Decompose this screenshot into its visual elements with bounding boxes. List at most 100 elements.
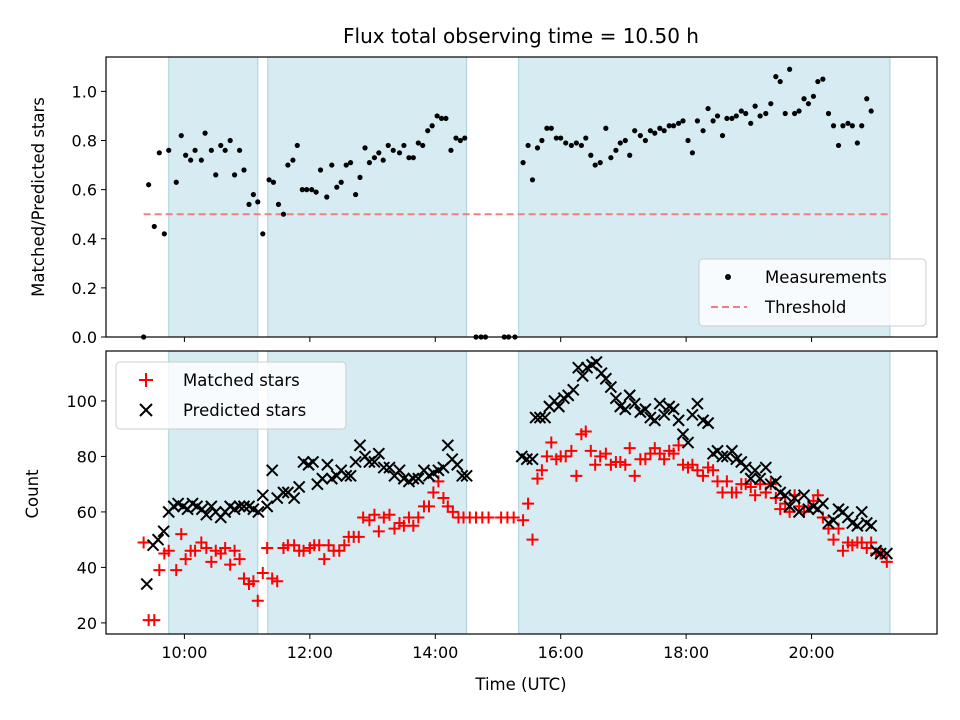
shaded-interval-3 — [518, 350, 891, 635]
predicted-star-point — [233, 500, 246, 513]
measurement-point — [415, 140, 421, 146]
matched-star-point — [228, 544, 241, 557]
matched-star-point — [162, 544, 175, 557]
matched-star-point — [658, 453, 671, 466]
measurement-point — [396, 150, 403, 156]
matched-star-point — [836, 544, 849, 557]
matched-star-point — [507, 511, 520, 524]
predicted-star-point — [639, 403, 652, 416]
matched-star-point — [179, 553, 192, 566]
legend-matched-marker — [139, 373, 153, 387]
predicted-star-point — [797, 489, 811, 502]
matched-star-point — [744, 480, 757, 493]
measurement-point — [347, 160, 354, 166]
matched-star-point — [522, 497, 535, 510]
measurement-point — [202, 130, 208, 136]
y-tick-label: 80 — [77, 447, 97, 466]
top-panel: 0.0 0.2 0.4 0.6 0.8 1.0 Matched/Predicted sta… — [29, 56, 938, 347]
measurement-point — [568, 142, 574, 149]
matched-star-point — [559, 450, 572, 463]
legend-threshold-label: Threshold — [764, 298, 846, 317]
matched-star-point — [535, 464, 548, 477]
matched-star-point — [407, 519, 420, 532]
measurement-point — [161, 231, 167, 237]
predicted-star-point — [456, 469, 469, 483]
legend-measurements-label: Measurements — [765, 268, 887, 287]
measurement-point — [317, 167, 324, 173]
measurement-point — [801, 96, 807, 102]
measurement-point — [324, 194, 330, 200]
predicted-star-point — [667, 403, 680, 416]
measurement-point — [553, 135, 559, 141]
measurement-point — [705, 105, 711, 112]
measurement-point — [539, 137, 545, 144]
predicted-star-point — [368, 455, 381, 469]
measurement-point — [676, 120, 682, 126]
predicted-star-point — [653, 397, 666, 410]
predicted-star-point — [520, 452, 534, 466]
predicted-star-point — [140, 577, 153, 591]
predicted-star-point — [779, 489, 792, 502]
measurement-point — [627, 152, 633, 158]
predicted-star-point — [681, 436, 695, 449]
predicted-star-point — [460, 469, 473, 483]
measurement-point — [689, 150, 696, 156]
matched-star-point — [628, 469, 641, 482]
predicted-star-point — [344, 469, 357, 483]
bottom-plot-frame — [105, 350, 938, 635]
bottom-legend-box — [115, 361, 347, 430]
matched-star-point — [697, 469, 710, 482]
predicted-star-point — [151, 533, 165, 546]
predicted-star-point — [252, 505, 265, 519]
measurement-point — [198, 157, 204, 163]
measurement-point — [773, 74, 779, 80]
measurement-point — [787, 66, 793, 72]
predicted-star-point — [604, 380, 618, 394]
measurement-point — [299, 187, 305, 193]
measurement-point — [357, 174, 363, 180]
matched-star-point — [256, 566, 269, 579]
measurement-point — [854, 140, 860, 146]
predicted-star-point — [567, 383, 580, 397]
measurement-point — [588, 152, 594, 158]
measurement-point — [156, 150, 162, 156]
measurement-point — [304, 187, 310, 193]
measurement-point — [438, 115, 445, 122]
predicted-star-point — [744, 472, 757, 485]
matched-star-point — [233, 553, 246, 566]
measurement-point — [657, 125, 663, 131]
predicted-star-point — [816, 497, 830, 510]
matched-star-point — [209, 544, 222, 557]
measurement-point — [700, 128, 706, 134]
measurement-point — [294, 142, 300, 149]
measurement-point — [637, 132, 643, 139]
predicted-star-point — [441, 439, 455, 452]
measurement-point — [830, 123, 837, 129]
measurement-point — [188, 157, 194, 163]
shaded-interval-1 — [168, 56, 259, 338]
measurement-point — [362, 145, 368, 151]
matched-star-point — [691, 464, 704, 477]
measurement-point — [710, 118, 716, 124]
shaded-interval-2 — [267, 56, 468, 338]
chart-title: Flux total observing time = 10.50 h — [343, 24, 699, 48]
matched-star-point — [599, 447, 612, 460]
matched-star-point — [639, 453, 652, 466]
matched-star-point — [297, 544, 310, 557]
predicted-star-point — [753, 472, 767, 485]
measurement-point — [222, 147, 228, 153]
predicted-star-point — [619, 403, 632, 416]
measurement-point — [622, 137, 628, 144]
predicted-star-point — [783, 500, 796, 513]
measurement-point — [864, 96, 870, 102]
matched-star-point — [667, 447, 680, 460]
y-tick-label: 0.4 — [72, 230, 97, 249]
predicted-star-point — [590, 355, 603, 369]
predicted-star-point — [748, 464, 762, 477]
measurement-point — [166, 147, 172, 153]
matched-star-point — [774, 503, 787, 516]
predicted-star-point — [377, 461, 391, 474]
bottom-y-axis-label: Count — [23, 469, 42, 519]
measurement-point — [583, 135, 589, 141]
measurement-point — [777, 78, 783, 85]
